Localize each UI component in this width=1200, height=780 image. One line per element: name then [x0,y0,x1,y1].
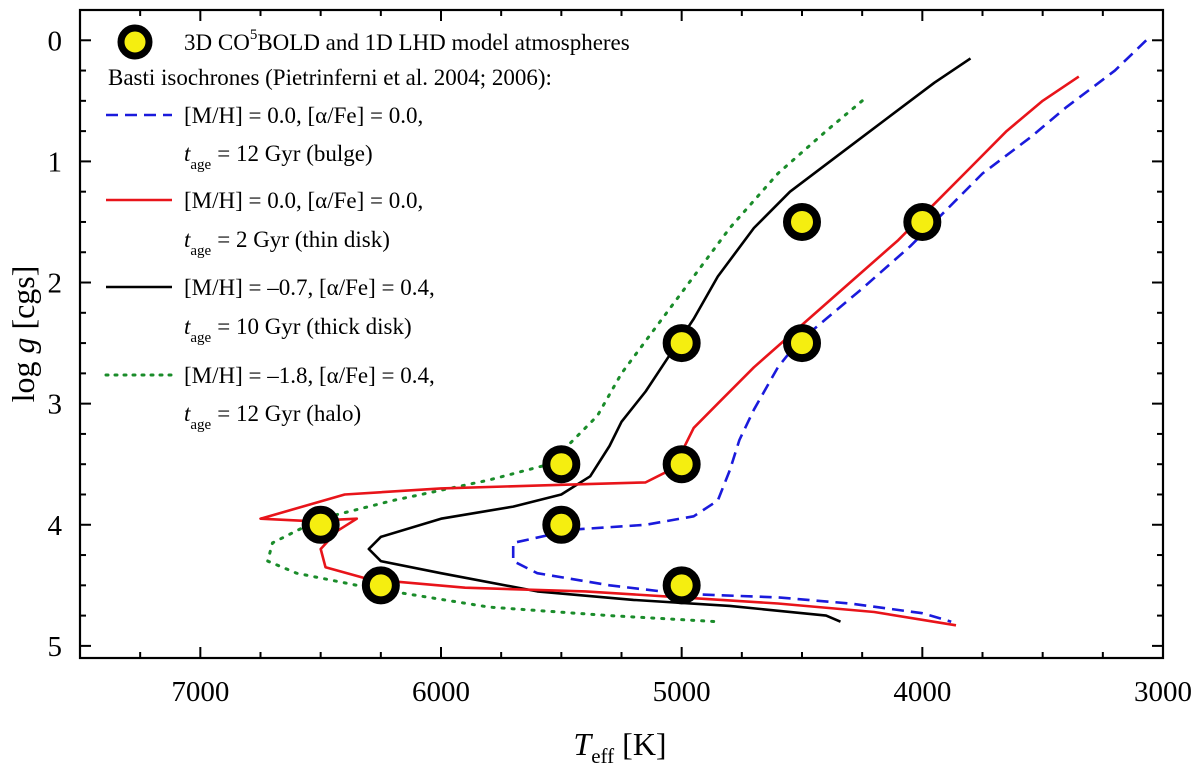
x-tick-label: 7000 [171,676,229,708]
y-tick-label: 1 [48,146,63,178]
model-atmosphere-point [542,445,581,484]
model-atmosphere-point [361,566,400,605]
legend-halo-age: tage = 12 Gyr (halo) [184,401,361,433]
model-atmosphere-point [542,505,581,544]
legend-isochrones-header: Basti isochrones (Pietrinferni et al. 20… [108,65,552,90]
plot-frame [78,8,1165,660]
axis-ticks: 7000 6000 5000 4000 3000 0 1 2 3 4 5 [48,10,1192,708]
isochrone-halo-line [266,99,864,624]
model-atmosphere-point [301,505,340,544]
x-tick-label: 4000 [893,676,951,708]
isochrone-thick-disk-line [367,57,972,623]
y-axis-title: log g[cgs] [5,266,41,403]
y-tick-label: 5 [48,631,63,663]
legend-bulge-label: [M/H] = 0.0, [α/Fe] = 0.0, [184,103,423,128]
isochrone-thin-disk-line [259,75,1080,627]
model-atmosphere-point [662,445,701,484]
legend-halo-label: [M/H] = –1.8, [α/Fe] = 0.4, [184,363,435,388]
isochrone-series [259,39,1148,627]
legend-models-label: 3D CO5BOLD and 1D LHD model atmospheres [184,27,630,55]
model-atmosphere-point [662,566,701,605]
model-points [301,202,942,605]
isochrone-bulge-line [511,39,1148,623]
legend: 3D CO5BOLD and 1D LHD model atmospheres … [104,24,630,433]
model-atmosphere-point [783,202,821,241]
legend-model-marker [117,24,153,60]
model-atmosphere-point [903,202,942,241]
legend-thin-disk-label: [M/H] = 0.0, [α/Fe] = 0.0, [184,188,423,213]
legend-bulge-age: tage = 12 Gyr (bulge) [184,141,373,173]
x-tick-label: 6000 [412,676,470,708]
y-tick-label: 4 [48,510,63,542]
y-tick-label: 3 [48,389,63,421]
legend-thin-disk-age: tage = 2 Gyr (thin disk) [184,227,390,259]
y-tick-label: 2 [48,268,63,300]
model-atmosphere-point [783,324,821,363]
x-axis-title: Teff [K] [573,726,666,768]
model-atmosphere-point [662,324,701,363]
y-tick-label: 0 [48,25,63,57]
legend-thick-disk-age: tage = 10 Gyr (thick disk) [184,314,412,346]
legend-thick-disk-label: [M/H] = –0.7, [α/Fe] = 0.4, [184,275,435,300]
x-tick-label: 3000 [1134,676,1192,708]
x-tick-label: 5000 [653,676,711,708]
